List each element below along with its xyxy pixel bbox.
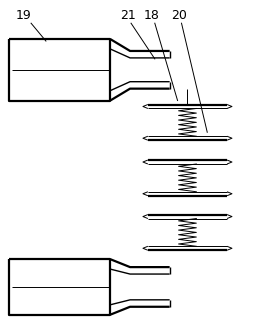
Text: 19: 19 xyxy=(15,9,31,22)
Text: 21: 21 xyxy=(120,9,136,22)
Text: 20: 20 xyxy=(172,9,187,22)
Text: 18: 18 xyxy=(144,9,160,22)
